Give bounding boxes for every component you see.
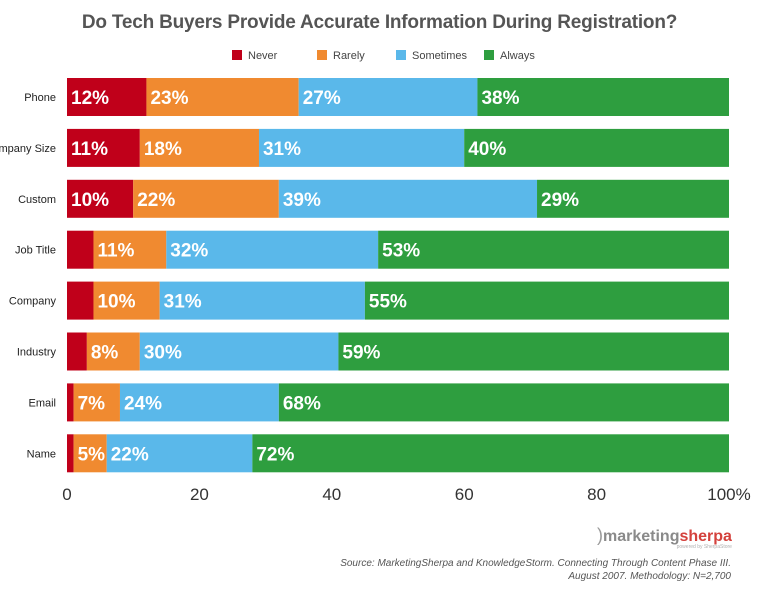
x-tick-label-100: 100% [707, 485, 750, 504]
category-label-email: Email [28, 397, 56, 409]
legend-swatch-always [484, 50, 494, 60]
x-tick-label-20: 20 [190, 485, 209, 504]
data-label-industry-rarely: 8% [91, 343, 119, 364]
logo-tagline: powered by SherpaStore [676, 544, 732, 550]
bar-email-always [278, 383, 729, 422]
data-label-email-sometimes: 24% [124, 393, 162, 414]
legend-swatch-sometimes [396, 50, 406, 60]
bar-industry-sometimes [139, 332, 339, 371]
bar-company-sometimes [159, 281, 365, 320]
bar-name-always [252, 434, 730, 473]
x-tick-label-60: 60 [455, 485, 474, 504]
data-label-custom-sometimes: 39% [283, 190, 321, 211]
legend-label-never: Never [248, 50, 278, 62]
bar-name-never [67, 434, 74, 473]
chart-title: Do Tech Buyers Provide Accurate Informat… [81, 12, 678, 33]
logo-brand-left: marketing [603, 528, 680, 545]
data-label-company-size-rarely: 18% [144, 139, 182, 160]
source-note: Source: MarketingSherpa and KnowledgeSto… [261, 557, 731, 583]
bar-phone-sometimes [298, 78, 478, 116]
bar-job-title-sometimes [166, 230, 379, 269]
data-label-name-sometimes: 22% [111, 444, 149, 465]
category-label-phone: Phone [24, 92, 56, 104]
legend-swatch-never [232, 50, 242, 60]
data-label-job-title-sometimes: 32% [170, 241, 208, 262]
bar-phone-rarely [146, 78, 299, 116]
data-label-company-always: 55% [369, 292, 407, 313]
data-label-name-always: 72% [256, 444, 294, 465]
bar-custom-always [537, 179, 729, 218]
bar-industry-always [338, 332, 729, 371]
data-label-phone-rarely: 23% [150, 88, 188, 109]
bar-email-rarely [73, 383, 120, 422]
data-label-phone-never: 12% [71, 88, 109, 109]
bar-company-never [67, 281, 94, 320]
category-label-company-size: Company Size [0, 143, 56, 155]
data-label-industry-sometimes: 30% [144, 343, 182, 364]
legend-swatch-rarely [317, 50, 327, 60]
bar-company-always [364, 281, 729, 320]
data-label-phone-always: 38% [481, 88, 519, 109]
legend: Never Rarely Sometimes Always [232, 50, 535, 62]
data-label-custom-rarely: 22% [137, 190, 175, 211]
data-label-custom-never: 10% [71, 190, 109, 211]
bar-company-size-rarely [139, 128, 259, 167]
data-label-custom-always: 29% [541, 190, 579, 211]
source-line-2: August 2007. Methodology: N=2,700 [568, 571, 731, 582]
data-label-company-size-always: 40% [468, 139, 506, 160]
bar-company-size-sometimes [258, 128, 465, 167]
data-label-email-rarely: 7% [78, 393, 106, 414]
data-label-name-rarely: 5% [78, 444, 106, 465]
bar-email-sometimes [119, 383, 279, 422]
bar-job-title-never [67, 230, 94, 269]
logo-swoosh-icon: ) [597, 525, 603, 545]
bar-custom-rarely [133, 179, 279, 218]
bars-group: Phone 12% 23% 27% 38% Company Size 11% 18% 31% 40… [0, 78, 730, 473]
bar-custom-sometimes [278, 179, 538, 218]
bar-phone-never [67, 78, 147, 116]
marketingsherpa-logo: )marketingsherpa powered by SherpaStore [597, 525, 732, 550]
bar-name-rarely [73, 434, 107, 473]
bar-custom-never [67, 179, 134, 218]
bar-company-rarely [93, 281, 160, 320]
legend-label-rarely: Rarely [333, 50, 365, 62]
x-tick-label-80: 80 [587, 485, 606, 504]
bar-job-title-always [378, 230, 729, 269]
legend-label-always: Always [500, 50, 535, 62]
bar-industry-rarely [86, 332, 140, 371]
category-label-name: Name [27, 448, 56, 460]
category-label-custom: Custom [18, 194, 56, 206]
data-label-email-always: 68% [283, 393, 321, 414]
data-label-phone-sometimes: 27% [303, 88, 341, 109]
data-label-company-rarely: 10% [97, 292, 135, 313]
bar-company-size-always [464, 128, 729, 167]
x-tick-label-40: 40 [322, 485, 341, 504]
logo-brand-right: sherpa [679, 528, 732, 545]
x-axis: 0 20 40 60 80 100% [62, 485, 750, 504]
bar-company-size-never [67, 128, 140, 167]
bar-phone-always [477, 78, 729, 116]
bar-job-title-rarely [93, 230, 167, 269]
data-label-job-title-always: 53% [382, 241, 420, 262]
bar-name-sometimes [106, 434, 253, 473]
category-label-job-title: Job Title [15, 245, 56, 257]
bar-industry-never [67, 332, 87, 371]
data-label-industry-always: 59% [342, 343, 380, 364]
x-tick-label-0: 0 [62, 485, 71, 504]
data-label-company-size-sometimes: 31% [263, 139, 301, 160]
source-line-1: Source: MarketingSherpa and KnowledgeSto… [340, 558, 731, 569]
category-label-industry: Industry [17, 347, 57, 359]
bar-email-never [67, 383, 74, 422]
data-label-job-title-rarely: 11% [97, 241, 134, 262]
data-label-company-sometimes: 31% [164, 292, 202, 313]
category-label-company: Company [9, 296, 57, 308]
legend-label-sometimes: Sometimes [412, 50, 468, 62]
data-label-company-size-never: 11% [71, 139, 108, 160]
